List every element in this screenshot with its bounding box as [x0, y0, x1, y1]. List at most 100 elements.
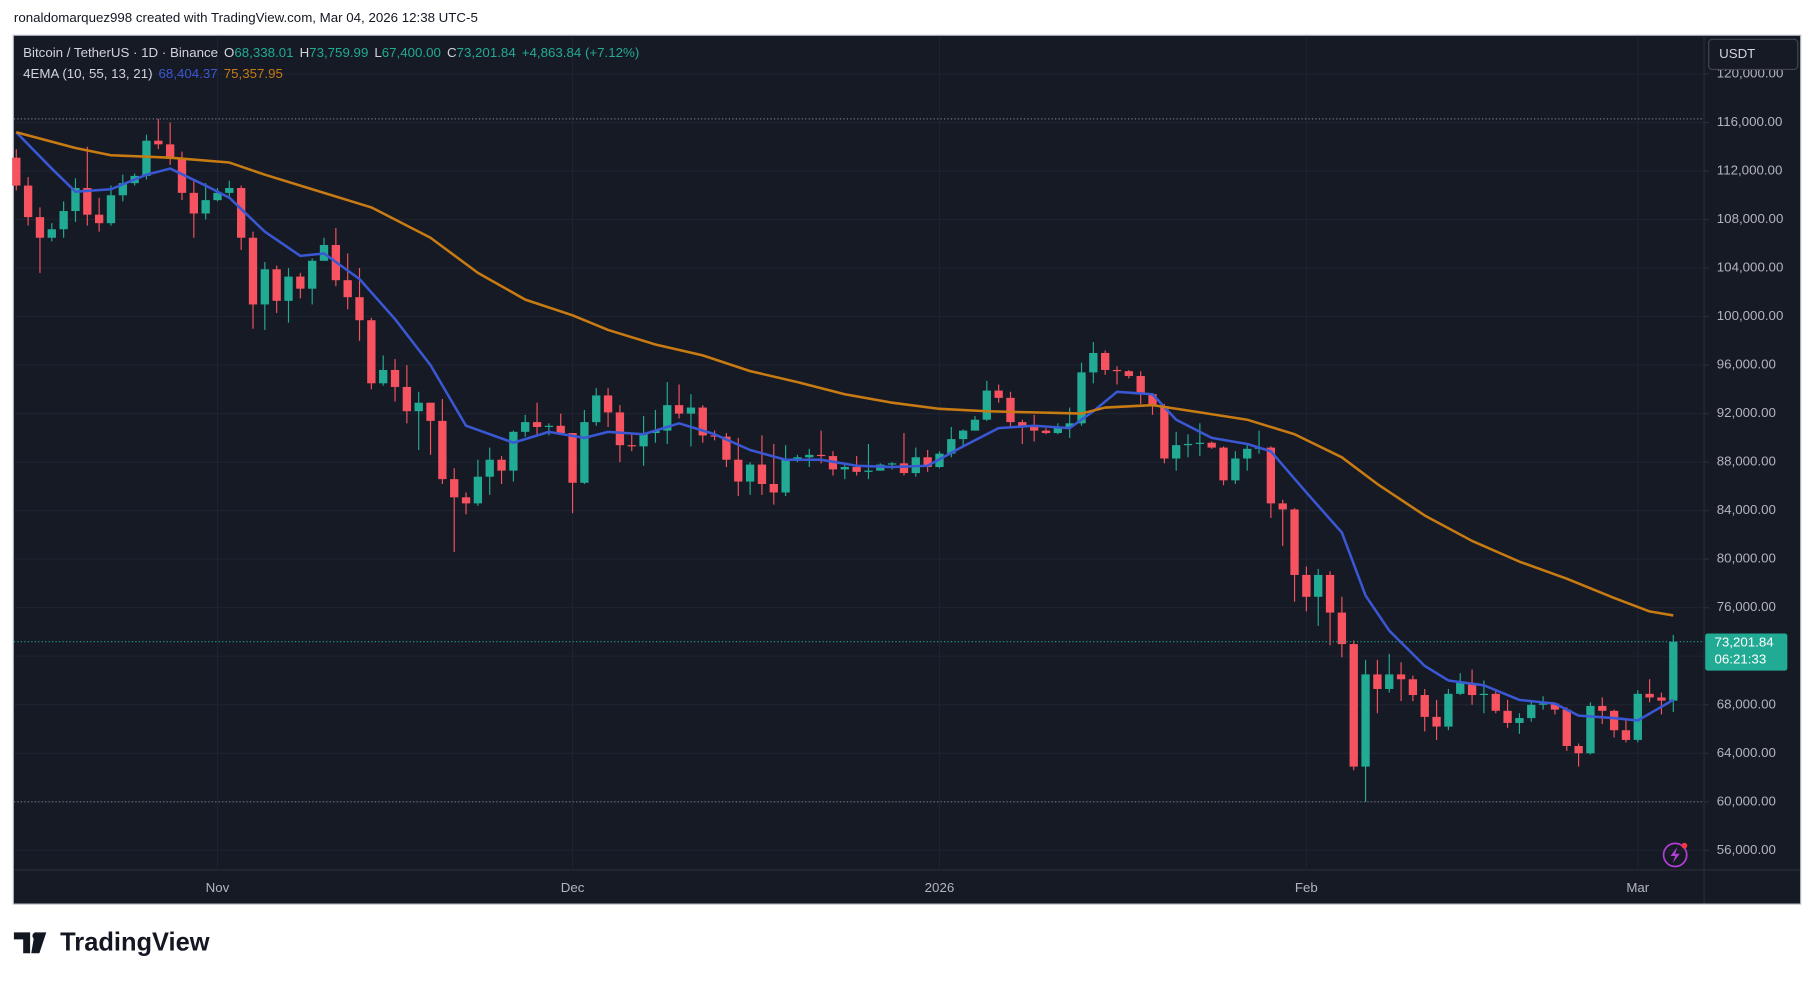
candle-body	[165, 144, 175, 159]
candle-body	[1053, 426, 1062, 434]
candle-body	[1243, 448, 1252, 459]
change: +4,863.84 (+7.12%)	[522, 45, 640, 60]
price-label-box	[1705, 633, 1788, 671]
candle-body	[982, 390, 991, 420]
candle-body	[225, 188, 234, 193]
y-tick-label: 76,000.00	[1717, 599, 1776, 614]
y-tick-label: 56,000.00	[1717, 842, 1776, 857]
candle-body	[1420, 695, 1429, 717]
alert-ring	[1662, 842, 1688, 868]
candle-body	[1538, 703, 1548, 705]
y-tick-label: 112,000.00	[1717, 163, 1783, 178]
candle-body	[83, 188, 92, 215]
candle-body	[426, 402, 435, 421]
candle-body	[379, 369, 388, 384]
candle-body	[663, 405, 672, 431]
candle-body	[485, 459, 494, 477]
y-tick-label: 88,000.00	[1717, 454, 1776, 469]
candle-body	[1408, 679, 1418, 696]
candle-body	[864, 470, 873, 472]
candle-body	[722, 436, 731, 460]
candle-body	[686, 407, 696, 414]
candle-body	[1160, 406, 1169, 459]
candle-body	[521, 422, 530, 432]
candle-body	[1231, 458, 1240, 481]
candle-body	[402, 386, 412, 412]
candle-body	[284, 276, 293, 301]
candle-body	[35, 217, 45, 238]
candle-body	[461, 497, 471, 504]
candle-body	[1527, 704, 1536, 719]
currency-label[interactable]: USDT	[1719, 46, 1755, 61]
candle-body	[852, 466, 861, 472]
candle-body	[745, 464, 755, 482]
candle-body	[805, 454, 814, 458]
y-tick-label: 100,000.00	[1717, 308, 1784, 323]
legend: Bitcoin / TetherUS · 1D · Binance O68,33…	[23, 45, 639, 60]
y-tick-label: 80,000.00	[1717, 551, 1776, 566]
candle-body	[473, 476, 483, 504]
candle-body	[627, 445, 636, 447]
candle-body	[544, 425, 554, 427]
y-tick-label: 104,000.00	[1717, 260, 1784, 275]
x-tick-label: Nov	[206, 880, 230, 895]
candle-body	[118, 183, 127, 196]
countdown: 06:21:33	[1714, 652, 1766, 667]
ema-value: 75,357.95	[224, 66, 283, 81]
candle-body	[272, 269, 281, 301]
open-value: 68,338.01	[234, 45, 293, 60]
candle-body	[1515, 718, 1524, 723]
currency-button[interactable]	[1708, 38, 1799, 70]
low-value: 67,400.00	[382, 45, 441, 60]
candle-body	[674, 405, 684, 414]
ema-value: 68,404.37	[159, 66, 218, 81]
candle-body	[1479, 693, 1489, 696]
candle-body	[1278, 503, 1287, 510]
high-value: 73,759.99	[309, 45, 368, 60]
brand-logo: TradingView	[13, 929, 210, 957]
candle-body	[154, 140, 163, 145]
candle-body	[1219, 447, 1228, 481]
candle-body	[1385, 674, 1394, 689]
candle-body	[142, 140, 151, 176]
candle-body	[1006, 397, 1015, 423]
y-tick-label: 108,000.00	[1717, 211, 1784, 226]
candle-body	[1029, 425, 1039, 431]
credit: ronaldomarquez998 created with TradingVi…	[14, 10, 478, 25]
candle-body	[1148, 394, 1157, 407]
candle-body	[1396, 674, 1406, 680]
candle-body	[1657, 697, 1666, 701]
y-tick-label: 92,000.00	[1717, 405, 1776, 420]
alert-icon[interactable]	[1662, 842, 1688, 868]
high-label: H	[300, 45, 310, 60]
y-tick-label: 68,000.00	[1717, 696, 1776, 711]
candle-body	[947, 439, 956, 454]
candle-body	[1574, 745, 1583, 754]
candle-body	[532, 422, 542, 427]
candle-body	[899, 463, 909, 474]
candle-body	[1562, 709, 1571, 746]
candle-body	[1491, 693, 1500, 711]
candle-body	[1456, 682, 1465, 694]
candle-body	[556, 425, 565, 434]
ema-line	[15, 131, 1674, 722]
candle-body	[59, 211, 68, 230]
candle-body	[1669, 641, 1678, 701]
candle-body	[1467, 682, 1477, 696]
candle-body	[414, 402, 423, 412]
alert-dot	[1681, 842, 1688, 849]
candle-body	[213, 192, 222, 201]
candle-body	[994, 390, 1003, 398]
candle-body	[710, 435, 719, 437]
candle-body	[260, 269, 270, 305]
candle-body	[497, 459, 506, 471]
candle-body	[1124, 371, 1134, 377]
candle-body	[1325, 574, 1335, 613]
candle-body	[47, 229, 56, 238]
brand-name: TradingView	[60, 929, 210, 957]
candle-body	[816, 454, 826, 457]
close-label: C	[447, 45, 457, 60]
candle-body	[248, 237, 258, 305]
